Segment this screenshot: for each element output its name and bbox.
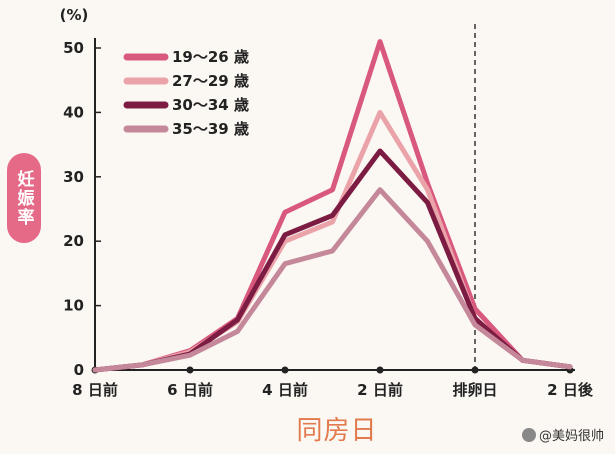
x-tick-label-0: 8 日前 [72,381,118,399]
x-tick-label-1: 6 日前 [167,381,213,399]
x-axis-label: 同房日 [296,416,378,446]
y-axis-label-badge: 妊娠率 [7,153,41,243]
x-tick-dot-3 [376,366,384,374]
watermark-text: @美妈很帅 [539,429,605,444]
series-line-0 [92,39,573,373]
legend-label-1: 27～29 歳 [172,72,249,90]
x-tick-dot-1 [186,366,194,374]
y-tick-label-4: 40 [63,103,84,121]
y-tick-label-3: 30 [63,168,84,186]
x-tick-label-4: 排卵日 [452,381,497,399]
y-tick-label-0: 0 [74,361,84,379]
series-line-3 [92,187,573,373]
y-unit-label: (%) [60,6,89,24]
y-axis-label: 妊娠率 [13,169,34,227]
y-tick-label-2: 20 [63,232,84,250]
watermark: @美妈很帅 [522,425,604,444]
legend-label-0: 19～26 歳 [172,48,249,66]
x-tick-label-5: 2 日後 [547,381,594,399]
x-tick-label-2: 4 日前 [262,381,308,399]
y-tick-label-1: 10 [63,297,84,315]
x-tick-dot-4 [471,366,479,374]
weibo-icon [522,427,536,442]
legend-label-3: 35～39 歳 [172,120,249,138]
legend-label-2: 30～34 歳 [172,96,249,114]
y-tick-label-5: 50 [63,39,84,57]
x-tick-dot-2 [281,366,289,374]
x-tick-label-3: 2 日前 [357,381,403,399]
